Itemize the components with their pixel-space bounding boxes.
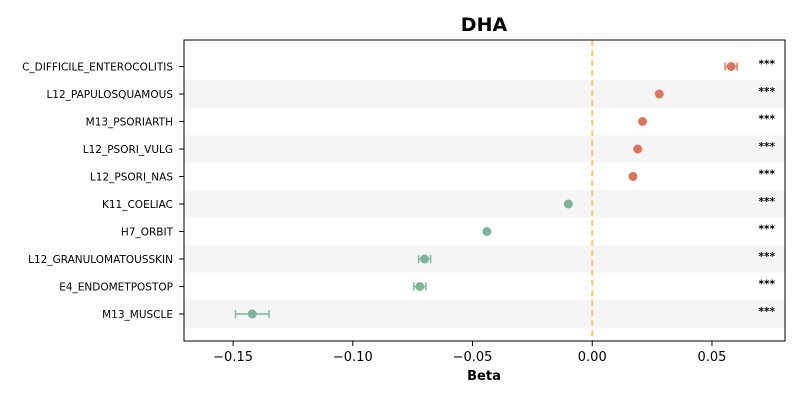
y-tick-labels: C_DIFFICILE_ENTEROCOLITIS L12_PAPULOSQUAM… [22, 62, 184, 321]
significance-label: *** [759, 169, 776, 181]
significance-label: *** [759, 251, 776, 263]
x-axis-label: Beta [467, 369, 501, 384]
significance-labels: *** *** *** *** *** *** *** *** *** *** [759, 59, 776, 319]
plot-frame [183, 39, 786, 342]
row-band [184, 300, 785, 328]
significance-label: *** [759, 141, 776, 153]
significance-label: *** [759, 86, 776, 98]
chart-title: DHA [461, 14, 508, 36]
row-label: E4_ENDOMETPOSTOP [59, 282, 173, 294]
x-tick-label: 0.05 [697, 350, 726, 365]
row-label: K11_COELIAC [102, 199, 173, 211]
point-estimate [628, 172, 638, 181]
significance-label: *** [759, 59, 776, 71]
row-label: M13_MUSCLE [102, 309, 173, 321]
row-bands [184, 80, 785, 328]
point-estimate [482, 227, 492, 236]
significance-label: *** [759, 114, 776, 126]
row-band [184, 135, 785, 163]
point-estimate [415, 282, 425, 291]
significance-label: *** [759, 306, 776, 318]
point-estimate [247, 309, 257, 319]
point-estimate [633, 144, 643, 154]
x-tick-label: 0.00 [578, 350, 607, 365]
x-tick-label: −0.10 [333, 350, 373, 365]
significance-label: *** [759, 224, 776, 236]
point-estimate [638, 117, 648, 126]
row-label: M13_PSORIARTH [86, 117, 173, 129]
row-band [184, 80, 785, 108]
row-band [184, 245, 785, 273]
row-label: L12_GRANULOMATOUSSKIN [28, 254, 173, 266]
point-estimate [726, 62, 736, 71]
point-estimate [420, 254, 430, 264]
x-tick-label: −0.05 [453, 350, 493, 365]
row-band [184, 190, 785, 218]
row-label: C_DIFFICILE_ENTEROCOLITIS [22, 62, 173, 74]
significance-label: *** [759, 279, 776, 291]
point-estimate [654, 89, 664, 99]
significance-label: *** [759, 196, 776, 208]
row-label: L12_PSORI_NAS [90, 172, 173, 184]
x-tick-label: −0.15 [213, 350, 253, 365]
row-label: L12_PAPULOSQUAMOUS [46, 89, 173, 101]
row-label: H7_ORBIT [121, 227, 174, 239]
data-marks [234, 62, 738, 319]
point-estimate [563, 199, 573, 209]
x-ticks: −0.15 −0.10 −0.05 0.00 0.05 [213, 341, 726, 365]
row-label: L12_PSORI_VULG [83, 144, 173, 156]
